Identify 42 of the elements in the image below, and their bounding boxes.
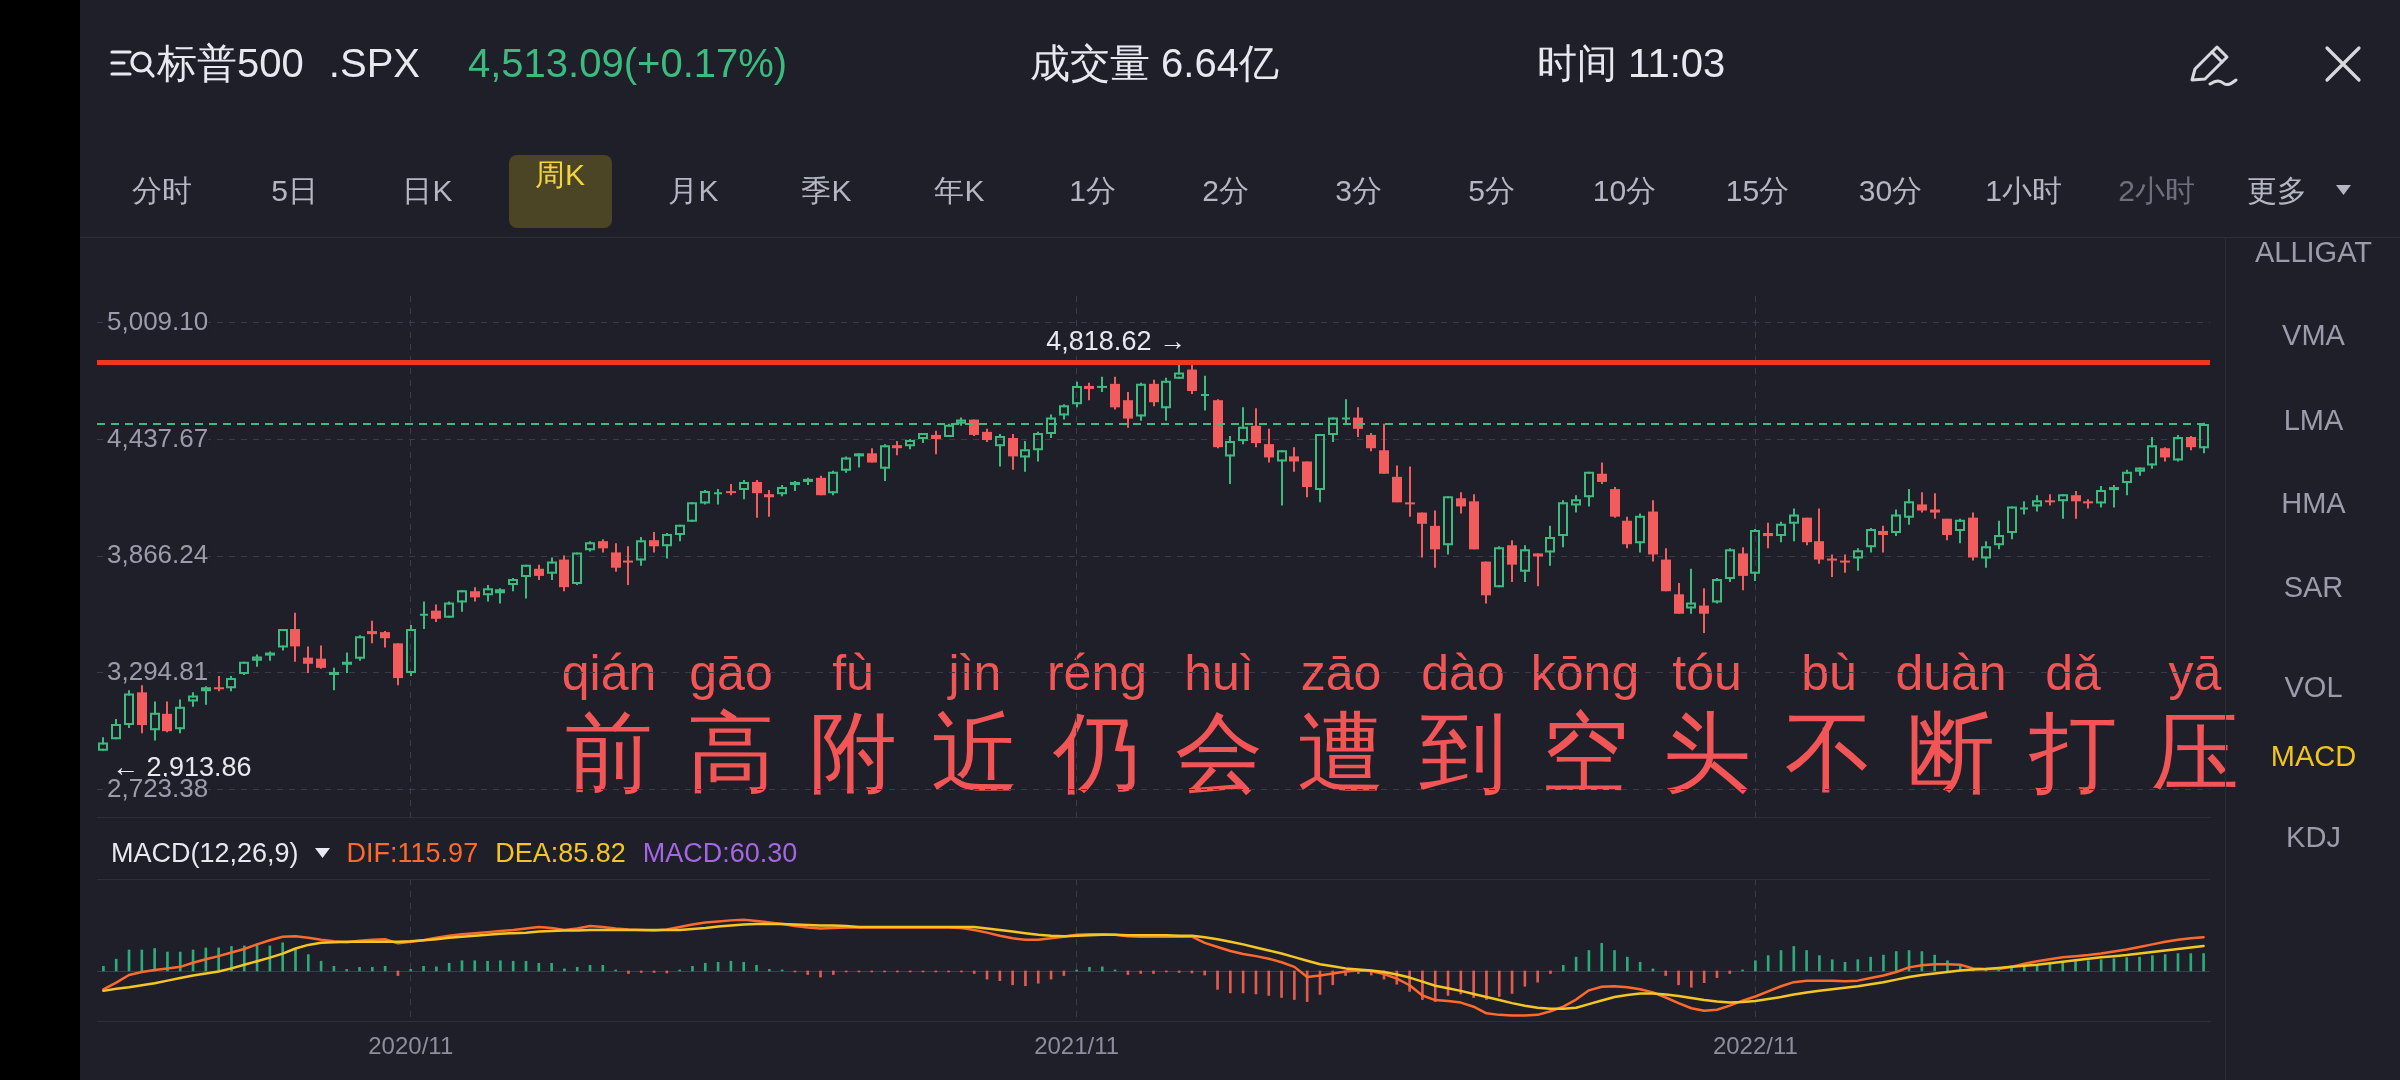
text: 日K [401, 173, 454, 209]
text: VMA [2281, 319, 2346, 352]
text: VOL [2283, 671, 2344, 704]
chart-subtitle: 4,513.09(+0.17%) [468, 40, 788, 87]
text: 年K [933, 173, 986, 209]
text: ALLIGAT [2253, 236, 2374, 269]
text: KDJ [2285, 821, 2342, 854]
text: 季K [800, 173, 853, 209]
text: 1分 [1068, 173, 1117, 209]
text: 分时 [130, 173, 193, 209]
text: 5日 [270, 173, 319, 209]
x-tick-label: 2020/11 [368, 1032, 454, 1060]
y-tick-label: 3,866.24 [107, 539, 209, 570]
text: 3分 [1334, 173, 1383, 209]
annotation: 前高附近仍会遭到空头不断打压 [565, 703, 2239, 802]
text: DEA:85.82 [495, 837, 626, 870]
y-tick-label: 5,009.10 [107, 305, 209, 336]
text: 5分 [1467, 173, 1516, 209]
text: MACD [2270, 740, 2357, 772]
text: HMA [2280, 487, 2347, 520]
text: 月K [667, 173, 720, 209]
text: 30分 [1857, 173, 1924, 209]
text: 更多 [2245, 173, 2308, 209]
text: MACD:60.30 [642, 837, 798, 870]
x-tick-label: 2022/11 [1712, 1032, 1798, 1060]
text: LMA [2282, 404, 2345, 437]
text: 时间 11:03 [1537, 40, 1726, 87]
text: SAR [2282, 571, 2345, 604]
text: 2小时 [2117, 173, 2196, 209]
text: 10分 [1591, 173, 1658, 209]
text: 15分 [1724, 173, 1791, 209]
y-tick-label: 4,437.67 [107, 422, 209, 453]
text: 2分 [1201, 173, 1250, 209]
text: 1小时 [1984, 173, 2063, 209]
annotation: 4,818.62 → [1046, 325, 1186, 356]
text: DIF:115.97 [346, 837, 479, 870]
y-tick-label: 3,294.81 [107, 656, 209, 687]
text: qián gāo fù jìn réng huì zāo dào kōng tóu bù duàn dǎ yā [561, 645, 2222, 701]
text: 成交量 6.64亿 [1030, 40, 1279, 87]
chart-title: MACD(12,26,9) [111, 837, 299, 870]
x-tick-label: 2021/11 [1034, 1032, 1120, 1060]
chart-title: 标普500 .SPX [157, 40, 421, 87]
